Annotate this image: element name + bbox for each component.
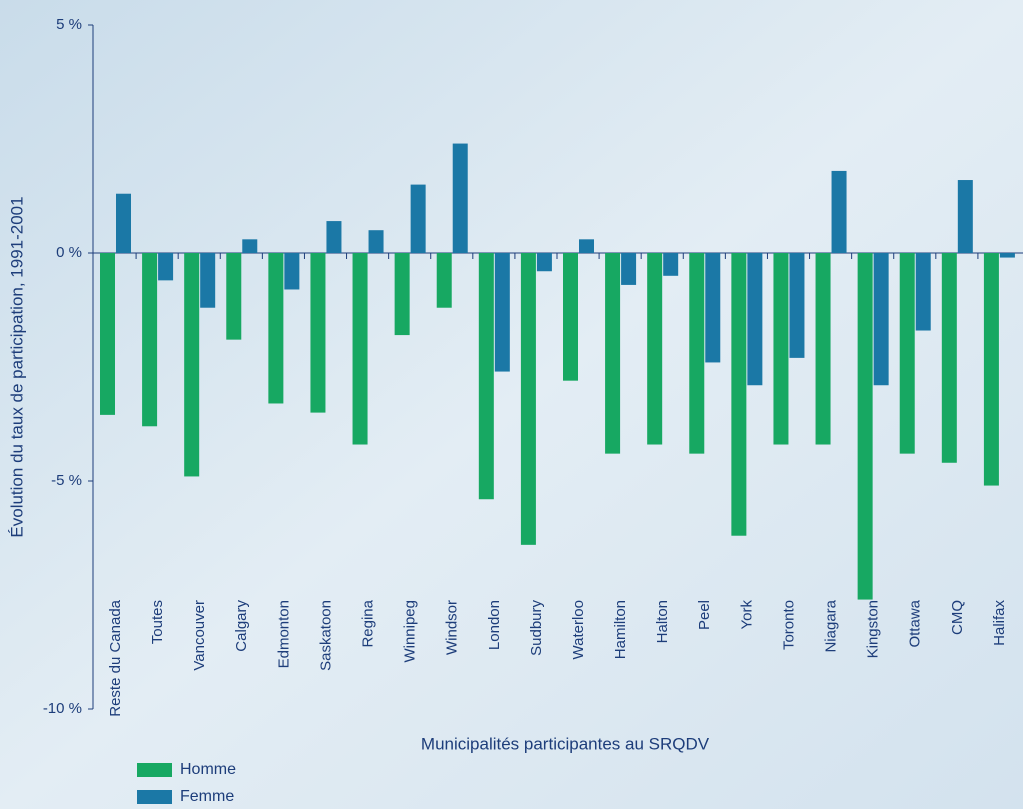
legend-label: Homme xyxy=(180,761,236,778)
bar xyxy=(705,253,720,362)
bar xyxy=(310,253,325,413)
bar xyxy=(242,239,257,253)
legend-label: Femme xyxy=(180,788,234,805)
x-tick-label: Winnipeg xyxy=(402,600,419,663)
bar xyxy=(832,171,847,253)
x-tick-label: York xyxy=(738,600,755,630)
x-tick-label: Sudbury xyxy=(528,600,545,656)
bar xyxy=(900,253,915,454)
bar xyxy=(621,253,636,285)
legend-swatch xyxy=(137,790,172,804)
x-tick-label: Toronto xyxy=(780,600,797,650)
x-tick-label: Calgary xyxy=(233,600,250,652)
bar xyxy=(816,253,831,445)
bar xyxy=(647,253,662,445)
bar xyxy=(200,253,215,308)
y-tick-label: -10 % xyxy=(43,700,82,717)
x-tick-label: Ottawa xyxy=(907,599,924,647)
bar xyxy=(663,253,678,276)
bar xyxy=(268,253,283,403)
bar xyxy=(916,253,931,331)
y-tick-label: 5 % xyxy=(56,16,82,33)
bar xyxy=(116,194,131,253)
y-tick-label: 0 % xyxy=(56,244,82,261)
bar xyxy=(100,253,115,415)
bar xyxy=(958,180,973,253)
bar xyxy=(563,253,578,381)
bar xyxy=(184,253,199,476)
bar xyxy=(284,253,299,289)
bar xyxy=(731,253,746,536)
x-tick-label: Niagara xyxy=(823,599,840,652)
bar xyxy=(521,253,536,545)
bar xyxy=(537,253,552,271)
bar xyxy=(984,253,999,486)
bar xyxy=(353,253,368,445)
bar xyxy=(226,253,241,340)
bar xyxy=(326,221,341,253)
bar xyxy=(1000,253,1015,258)
legend-swatch xyxy=(137,763,172,777)
bar xyxy=(579,239,594,253)
x-tick-label: Vancouver xyxy=(191,600,208,671)
bar xyxy=(495,253,510,372)
bar xyxy=(605,253,620,454)
bar xyxy=(479,253,494,499)
x-tick-label: Windsor xyxy=(444,600,461,655)
bar xyxy=(942,253,957,463)
bar xyxy=(395,253,410,335)
x-tick-label: Halifax xyxy=(991,600,1008,646)
x-tick-label: Reste du Canada xyxy=(107,599,124,716)
x-axis-title: Municipalités participantes au SRQDV xyxy=(421,734,710,753)
x-tick-label: Waterloo xyxy=(570,600,587,659)
chart: Évolution du taux de participation, 1991… xyxy=(0,0,1023,809)
y-tick-label: -5 % xyxy=(51,472,82,489)
y-axis-title: Évolution du taux de participation, 1991… xyxy=(7,196,26,537)
x-tick-label: Peel xyxy=(696,600,713,630)
bar xyxy=(789,253,804,358)
bar xyxy=(858,253,873,600)
x-tick-label: Toutes xyxy=(149,600,166,644)
x-tick-label: Kingston xyxy=(865,600,882,658)
bar xyxy=(411,185,426,253)
bar xyxy=(453,144,468,253)
bar xyxy=(142,253,157,426)
bar xyxy=(689,253,704,454)
x-tick-label: Regina xyxy=(360,599,377,647)
bar xyxy=(874,253,889,385)
x-tick-label: Edmonton xyxy=(275,600,292,668)
bar xyxy=(747,253,762,385)
x-tick-label: Halton xyxy=(654,600,671,643)
x-tick-label: CMQ xyxy=(949,600,966,635)
bar xyxy=(369,230,384,253)
bar xyxy=(158,253,173,280)
bar xyxy=(437,253,452,308)
x-tick-label: Hamilton xyxy=(612,600,629,659)
bar xyxy=(773,253,788,445)
x-tick-label: London xyxy=(486,600,503,650)
x-tick-label: Saskatoon xyxy=(317,600,334,671)
